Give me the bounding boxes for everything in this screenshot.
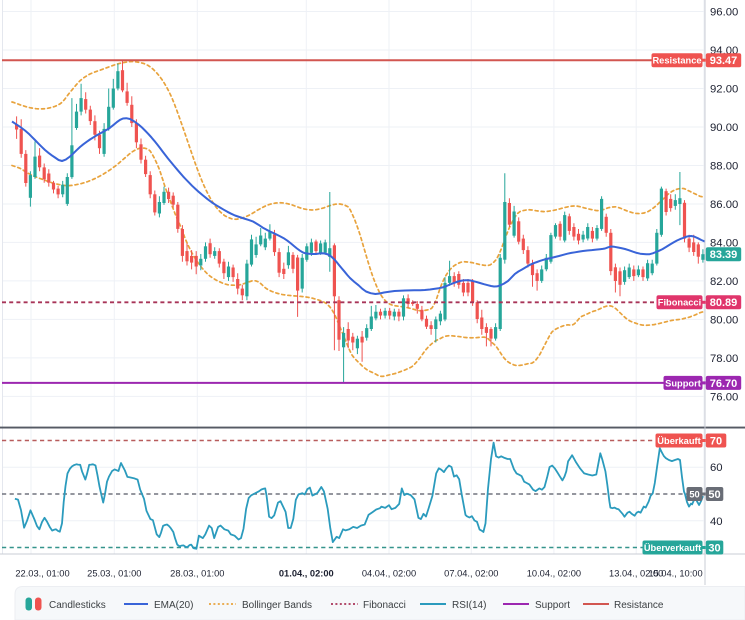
svg-text:88.00: 88.00 bbox=[710, 161, 738, 173]
svg-text:Resistance: Resistance bbox=[614, 600, 664, 611]
svg-text:50: 50 bbox=[708, 489, 720, 501]
svg-text:83.39: 83.39 bbox=[710, 249, 738, 261]
svg-text:Resistance: Resistance bbox=[652, 56, 701, 66]
svg-text:84.00: 84.00 bbox=[710, 237, 738, 249]
svg-text:80.89: 80.89 bbox=[710, 297, 738, 309]
svg-text:EMA(20): EMA(20) bbox=[154, 600, 193, 611]
svg-text:Support: Support bbox=[665, 378, 701, 388]
svg-text:01.04., 02:00: 01.04., 02:00 bbox=[279, 569, 334, 579]
svg-text:60: 60 bbox=[710, 462, 723, 474]
svg-text:50: 50 bbox=[689, 489, 699, 499]
svg-text:10.04., 02:00: 10.04., 02:00 bbox=[527, 569, 581, 579]
svg-text:40: 40 bbox=[710, 516, 723, 528]
svg-text:Bollinger Bands: Bollinger Bands bbox=[242, 600, 312, 611]
svg-text:Überverkauft: Überverkauft bbox=[644, 543, 701, 553]
svg-text:90.00: 90.00 bbox=[710, 122, 738, 134]
svg-text:15.04., 10:00: 15.04., 10:00 bbox=[648, 569, 702, 579]
svg-text:13.04., 02:00: 13.04., 02:00 bbox=[609, 569, 663, 579]
svg-text:78.00: 78.00 bbox=[710, 353, 738, 365]
svg-text:76.70: 76.70 bbox=[710, 378, 738, 390]
svg-text:96.00: 96.00 bbox=[710, 7, 738, 19]
svg-text:Überkauft: Überkauft bbox=[657, 436, 700, 446]
svg-text:22.03., 01:00: 22.03., 01:00 bbox=[15, 569, 69, 579]
svg-text:04.04., 02:00: 04.04., 02:00 bbox=[362, 569, 416, 579]
svg-text:25.03., 01:00: 25.03., 01:00 bbox=[87, 569, 141, 579]
svg-text:28.03., 01:00: 28.03., 01:00 bbox=[170, 569, 224, 579]
svg-text:Fibonacci: Fibonacci bbox=[363, 600, 406, 611]
svg-text:Support: Support bbox=[535, 600, 570, 611]
svg-text:76.00: 76.00 bbox=[710, 391, 738, 403]
svg-text:86.00: 86.00 bbox=[710, 199, 738, 211]
svg-text:Candlesticks: Candlesticks bbox=[49, 600, 106, 611]
svg-text:82.00: 82.00 bbox=[710, 276, 738, 288]
svg-text:07.04., 02:00: 07.04., 02:00 bbox=[444, 569, 498, 579]
svg-text:RSI(14): RSI(14) bbox=[452, 600, 486, 611]
svg-text:70: 70 bbox=[710, 435, 722, 447]
svg-text:30: 30 bbox=[708, 542, 720, 554]
svg-text:80.00: 80.00 bbox=[710, 314, 738, 326]
svg-text:Fibonacci: Fibonacci bbox=[658, 298, 701, 308]
svg-text:92.00: 92.00 bbox=[710, 84, 738, 96]
svg-text:93.47: 93.47 bbox=[710, 55, 738, 67]
